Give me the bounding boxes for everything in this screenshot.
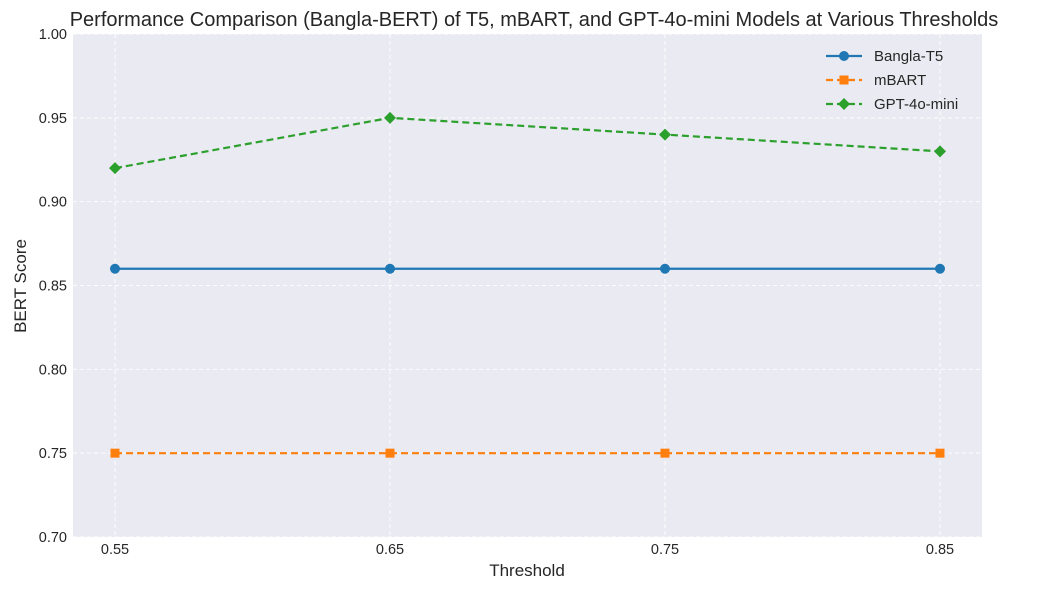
- x-axis-label: Threshold: [489, 561, 565, 580]
- y-tick-label: 0.85: [39, 279, 67, 295]
- data-point: [384, 111, 396, 124]
- chart-title: Performance Comparison (Bangla-BERT) of …: [70, 9, 999, 31]
- legend-marker: [839, 75, 849, 85]
- data-point: [934, 145, 946, 158]
- y-tick-label: 0.75: [39, 446, 67, 462]
- legend-item: GPT-4o-mini: [826, 96, 958, 113]
- x-tick-label: 0.65: [376, 542, 404, 558]
- series-mbart: [110, 448, 945, 458]
- legend-marker: [838, 98, 850, 110]
- legend: Bangla-T5 mBART GPT-4o-mini: [826, 48, 958, 113]
- legend-item: Bangla-T5: [826, 48, 943, 65]
- legend-marker: [839, 51, 849, 61]
- data-point: [385, 263, 395, 274]
- data-point: [110, 263, 120, 274]
- data-point: [110, 448, 120, 458]
- legend-label: Bangla-T5: [874, 48, 943, 65]
- x-tick-label: 0.75: [651, 542, 679, 558]
- y-tick-label: 0.80: [39, 362, 67, 378]
- y-axis-label: BERT Score: [11, 239, 30, 333]
- y-tick-label: 1.00: [39, 27, 67, 43]
- data-point: [660, 448, 670, 458]
- series-layer: [109, 111, 946, 458]
- data-point: [385, 448, 395, 458]
- data-point: [935, 263, 945, 274]
- y-tick-label: 0.70: [39, 530, 67, 546]
- x-tick-label: 0.55: [101, 542, 129, 558]
- data-point: [109, 162, 121, 175]
- series-gpt-4o-mini: [109, 111, 946, 175]
- data-point: [660, 263, 670, 274]
- data-point: [659, 128, 671, 141]
- y-axis-ticks: 0.70 0.75 0.80 0.85 0.90 0.95 1.00: [39, 27, 67, 546]
- series-bangla-t5: [110, 263, 945, 274]
- y-tick-label: 0.90: [39, 195, 67, 211]
- y-tick-label: 0.95: [39, 111, 67, 127]
- x-tick-label: 0.85: [926, 542, 954, 558]
- legend-item: mBART: [826, 72, 926, 89]
- x-axis-ticks: 0.55 0.65 0.75 0.85: [101, 542, 954, 558]
- data-point: [935, 448, 945, 458]
- legend-label: mBART: [874, 72, 926, 89]
- legend-label: GPT-4o-mini: [874, 96, 958, 113]
